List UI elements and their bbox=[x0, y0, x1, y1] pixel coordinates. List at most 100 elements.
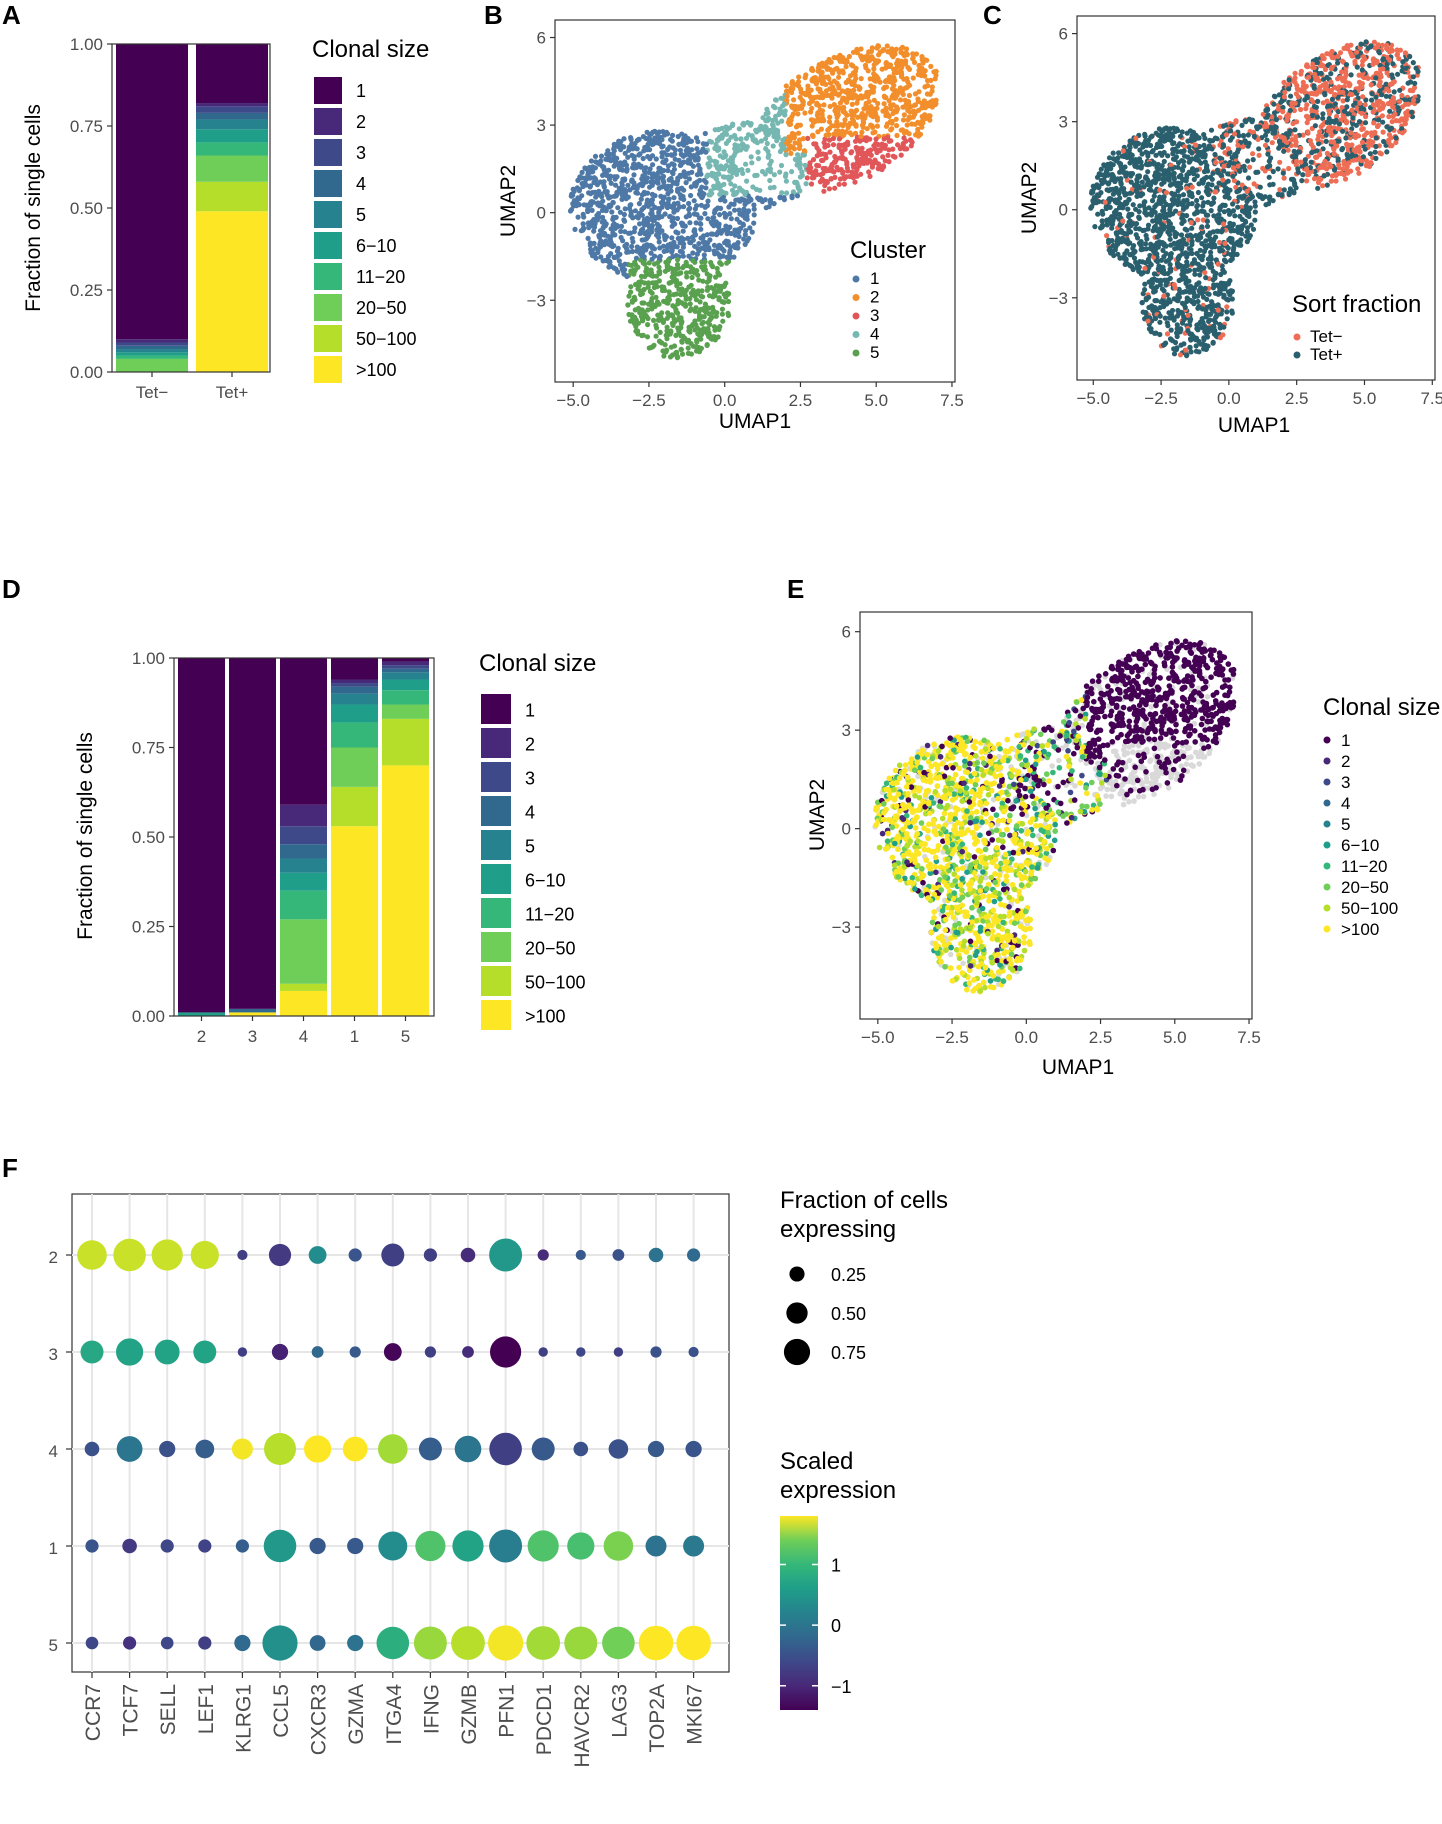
umap-point-cluster-1 bbox=[623, 196, 629, 202]
umap-point-tet-plus bbox=[1341, 108, 1348, 114]
umap-point-tet-plus bbox=[1308, 159, 1314, 165]
umap-point-tet-plus bbox=[1145, 169, 1151, 175]
umap-point-cluster-1 bbox=[659, 154, 665, 160]
umap-point-cluster-1 bbox=[744, 209, 750, 215]
umap-point-cluster-2 bbox=[805, 83, 811, 89]
umap-point-cluster-1 bbox=[686, 253, 692, 259]
umap-point-cluster-5 bbox=[665, 310, 671, 316]
umap-point-tet-minus bbox=[1292, 70, 1298, 76]
umap-point-cluster-2 bbox=[905, 64, 911, 71]
umap-point-tet-plus bbox=[1199, 306, 1205, 312]
umap-point-tet-minus bbox=[1333, 172, 1339, 178]
umap-point-cluster-2 bbox=[886, 98, 892, 104]
umap-point-cluster-2 bbox=[901, 130, 908, 136]
umap-point-tet-plus bbox=[1225, 178, 1231, 184]
umap-point-tet-plus bbox=[1344, 97, 1350, 103]
umap-point-cluster-1 bbox=[722, 240, 728, 246]
umap-point-cluster-1 bbox=[608, 180, 614, 186]
umap-point-tet-minus bbox=[1286, 165, 1292, 172]
umap-point-cluster-4 bbox=[783, 178, 790, 184]
umap-point-cluster-5 bbox=[658, 314, 664, 320]
umap-point-cluster-2 bbox=[875, 100, 881, 107]
umap-point-cluster-2 bbox=[825, 74, 831, 80]
umap-point-tet-plus bbox=[1208, 127, 1215, 133]
umap-point-cluster-3 bbox=[904, 146, 910, 152]
umap-point-cluster-1 bbox=[702, 130, 708, 137]
umap-point-cluster-3 bbox=[873, 136, 879, 142]
umap-point-cluster-1 bbox=[641, 243, 648, 249]
umap-point-tet-plus bbox=[1163, 300, 1169, 306]
umap-point-cluster-1 bbox=[665, 146, 671, 152]
umap-point-tet-minus bbox=[1224, 304, 1230, 310]
umap-point-cluster-1 bbox=[629, 248, 636, 255]
bar-segment-Tet+-2 bbox=[196, 103, 268, 107]
umap-point-tet-minus bbox=[1298, 106, 1304, 113]
umap-point-tet-minus bbox=[1386, 88, 1392, 94]
umap-point-cluster-2 bbox=[890, 110, 896, 116]
umap-point-cluster-3 bbox=[814, 153, 820, 159]
umap-point-cluster-4 bbox=[742, 191, 748, 197]
umap-point-cluster-4 bbox=[730, 121, 736, 127]
umap-point-cluster-5 bbox=[702, 259, 708, 265]
umap-point-cluster-5 bbox=[661, 353, 667, 359]
umap-point-tet-plus bbox=[1187, 159, 1193, 165]
umap-point-cluster-1 bbox=[622, 206, 628, 212]
umap-point-tet-minus bbox=[1362, 56, 1368, 62]
panel-label-d: D bbox=[2, 574, 21, 604]
umap-point-tet-plus bbox=[1228, 257, 1234, 263]
bar-segment-Tet+-50−100 bbox=[196, 181, 268, 212]
umap-point-tet-minus bbox=[1357, 100, 1363, 106]
umap-point-cluster-2 bbox=[792, 140, 798, 146]
umap-point-cluster-1 bbox=[789, 193, 795, 199]
umap-point-tet-minus bbox=[1282, 89, 1288, 95]
umap-point-cluster-1 bbox=[668, 137, 674, 143]
umap-point-tet-plus bbox=[1288, 93, 1294, 99]
umap-point-cluster-5 bbox=[668, 344, 674, 350]
umap-point-cluster-1 bbox=[694, 251, 701, 257]
umap-point-cluster-2 bbox=[880, 48, 886, 54]
umap-point-tet-plus bbox=[1217, 204, 1223, 211]
umap-point-cluster-1 bbox=[705, 198, 711, 204]
umap-point-tet-plus bbox=[1203, 212, 1209, 218]
umap-point-tet-plus bbox=[1332, 101, 1338, 107]
umap-point-tet-minus bbox=[1362, 102, 1368, 108]
umap-point-cluster-1 bbox=[728, 216, 734, 222]
umap-point-cluster-2 bbox=[829, 95, 835, 101]
umap-point-cluster-5 bbox=[656, 271, 663, 277]
umap-point-cluster-1 bbox=[694, 172, 701, 178]
umap-point-cluster-1 bbox=[629, 243, 635, 250]
umap-point-cluster-1 bbox=[694, 146, 700, 152]
umap-point-cluster-1 bbox=[698, 226, 704, 232]
umap-point-tet-plus bbox=[1142, 260, 1148, 266]
umap-point-cluster-2 bbox=[823, 88, 830, 94]
umap-point-tet-plus bbox=[1199, 224, 1205, 230]
umap-point-cluster-1 bbox=[708, 231, 715, 237]
umap-point-cluster-1 bbox=[648, 131, 654, 137]
umap-point-cluster-1 bbox=[654, 131, 661, 137]
umap-point-cluster-2 bbox=[884, 43, 890, 49]
umap-point-cluster-5 bbox=[704, 271, 710, 277]
legend-label: 11−20 bbox=[356, 267, 405, 287]
umap-point-cluster-5 bbox=[628, 268, 634, 274]
umap-point-tet-plus bbox=[1149, 198, 1156, 204]
umap-point-cluster-1 bbox=[661, 243, 667, 249]
umap-point-cluster-2 bbox=[897, 85, 904, 91]
umap-point-cluster-2 bbox=[860, 118, 866, 124]
umap-point-cluster-3 bbox=[859, 145, 865, 151]
umap-point-cluster-1 bbox=[597, 244, 604, 250]
x-tick-label: Tet− bbox=[136, 383, 169, 402]
umap-point-cluster-2 bbox=[883, 123, 890, 129]
umap-point-cluster-5 bbox=[656, 278, 662, 284]
umap-point-cluster-1 bbox=[602, 189, 608, 195]
umap-point-cluster-5 bbox=[708, 259, 714, 266]
umap-point-cluster-1 bbox=[705, 216, 711, 222]
umap-point-tet-plus bbox=[1230, 247, 1236, 253]
umap-point-tet-minus bbox=[1315, 175, 1322, 181]
umap-point-cluster-5 bbox=[642, 280, 648, 286]
umap-point-cluster-1 bbox=[638, 163, 644, 169]
umap-point-tet-minus bbox=[1247, 164, 1253, 170]
umap-point-cluster-2 bbox=[919, 54, 925, 60]
umap-point-tet-minus bbox=[1384, 70, 1390, 76]
umap-point-cluster-2 bbox=[890, 92, 897, 98]
